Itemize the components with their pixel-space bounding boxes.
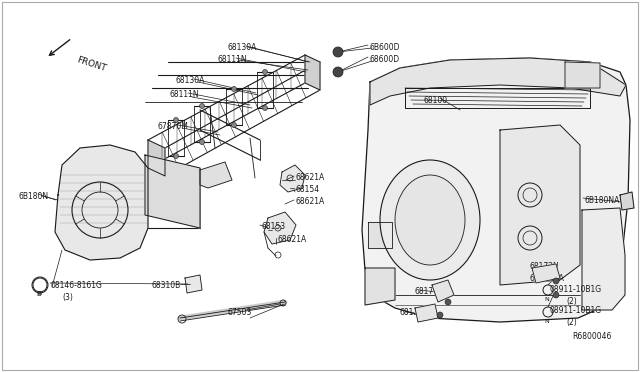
Polygon shape bbox=[500, 125, 580, 285]
Polygon shape bbox=[55, 145, 148, 260]
Polygon shape bbox=[582, 208, 625, 310]
Text: 68621A: 68621A bbox=[296, 173, 325, 182]
Text: N: N bbox=[544, 319, 548, 324]
Circle shape bbox=[232, 87, 237, 92]
Text: 68621A: 68621A bbox=[296, 197, 325, 206]
Text: 68600D: 68600D bbox=[370, 55, 400, 64]
Circle shape bbox=[445, 299, 451, 305]
Text: 68111N: 68111N bbox=[218, 55, 248, 64]
Text: (2): (2) bbox=[566, 297, 577, 306]
Circle shape bbox=[262, 106, 268, 110]
Text: 68310B: 68310B bbox=[152, 281, 181, 290]
Polygon shape bbox=[532, 264, 560, 283]
Text: 68130AA: 68130AA bbox=[530, 274, 565, 283]
Text: 6B180N: 6B180N bbox=[18, 192, 48, 201]
Polygon shape bbox=[365, 268, 395, 305]
Text: 08911-10B1G: 08911-10B1G bbox=[550, 285, 602, 294]
Text: 68621A: 68621A bbox=[278, 235, 307, 244]
Text: FRONT: FRONT bbox=[76, 55, 108, 73]
Polygon shape bbox=[305, 55, 320, 90]
Text: 08911-10B1G: 08911-10B1G bbox=[550, 306, 602, 315]
Polygon shape bbox=[620, 192, 634, 210]
Text: 68130AA: 68130AA bbox=[400, 308, 435, 317]
Polygon shape bbox=[185, 275, 202, 293]
Circle shape bbox=[333, 47, 343, 57]
Polygon shape bbox=[368, 222, 392, 248]
Text: 68172N: 68172N bbox=[530, 262, 560, 271]
Circle shape bbox=[173, 154, 179, 158]
Polygon shape bbox=[362, 58, 630, 322]
Circle shape bbox=[333, 67, 343, 77]
Circle shape bbox=[232, 122, 237, 128]
Circle shape bbox=[553, 278, 559, 284]
Text: B: B bbox=[36, 291, 41, 297]
Polygon shape bbox=[264, 212, 296, 244]
Circle shape bbox=[262, 70, 268, 74]
Text: 6B600D: 6B600D bbox=[370, 43, 401, 52]
Ellipse shape bbox=[380, 160, 480, 280]
Text: R6800046: R6800046 bbox=[572, 332, 611, 341]
Circle shape bbox=[437, 312, 443, 318]
Text: B: B bbox=[37, 291, 41, 296]
Circle shape bbox=[173, 118, 179, 122]
Polygon shape bbox=[200, 162, 232, 188]
Circle shape bbox=[553, 292, 559, 298]
Text: 67870M: 67870M bbox=[158, 122, 189, 131]
Text: (2): (2) bbox=[566, 318, 577, 327]
Polygon shape bbox=[148, 140, 165, 176]
Polygon shape bbox=[145, 155, 200, 228]
Text: 68111N: 68111N bbox=[170, 90, 200, 99]
Polygon shape bbox=[432, 280, 454, 302]
Text: 68100: 68100 bbox=[424, 96, 448, 105]
Text: 67503: 67503 bbox=[228, 308, 252, 317]
Ellipse shape bbox=[395, 175, 465, 265]
Circle shape bbox=[200, 140, 205, 144]
Text: 68154: 68154 bbox=[296, 185, 320, 194]
Text: 68153: 68153 bbox=[262, 222, 286, 231]
Circle shape bbox=[200, 103, 205, 109]
Polygon shape bbox=[415, 304, 438, 322]
Text: 68170M: 68170M bbox=[415, 287, 445, 296]
Polygon shape bbox=[370, 58, 626, 105]
Text: 6B180NA: 6B180NA bbox=[585, 196, 620, 205]
Text: 68130A: 68130A bbox=[228, 43, 257, 52]
Polygon shape bbox=[280, 165, 305, 192]
Polygon shape bbox=[565, 62, 600, 88]
Text: N: N bbox=[544, 297, 548, 302]
Text: 08146-8161G: 08146-8161G bbox=[50, 281, 102, 290]
Text: 68130A: 68130A bbox=[175, 76, 204, 85]
Text: (3): (3) bbox=[62, 293, 73, 302]
